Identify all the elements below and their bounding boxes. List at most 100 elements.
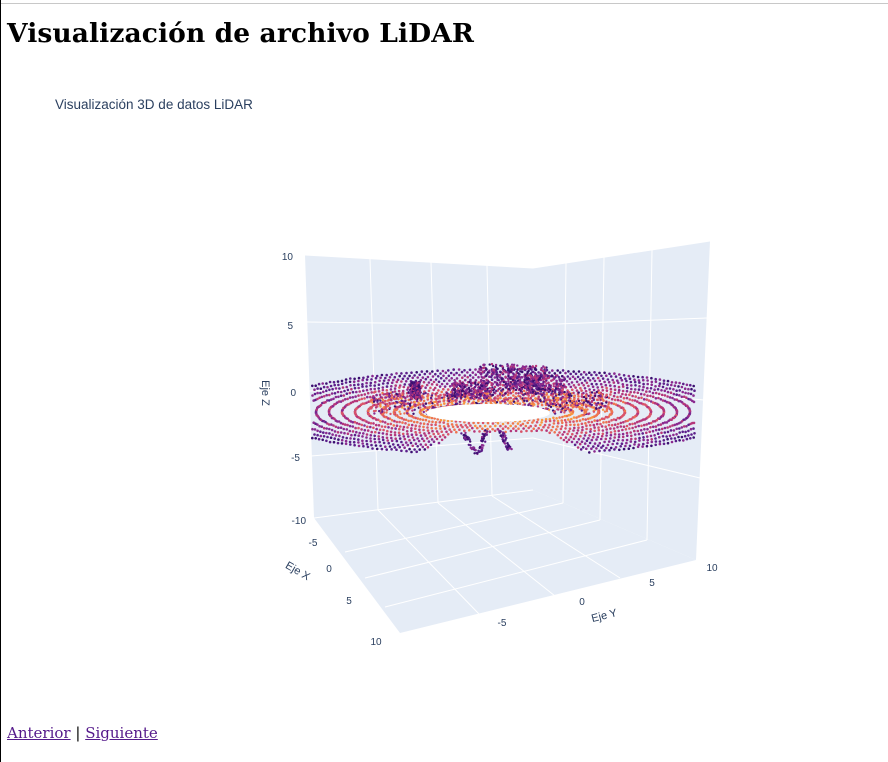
lidar-point xyxy=(411,436,415,439)
lidar-point xyxy=(459,423,463,427)
lidar-point xyxy=(463,369,466,372)
lidar-point xyxy=(357,434,361,438)
lidar-point xyxy=(381,408,384,412)
lidar-point xyxy=(512,372,515,375)
lidar-point xyxy=(357,441,360,444)
lidar-point xyxy=(572,370,575,373)
lidar-point xyxy=(527,377,530,380)
lidar-point xyxy=(448,379,451,382)
lidar-point xyxy=(478,393,481,396)
lidar-point xyxy=(605,407,608,411)
lidar-point xyxy=(499,383,502,386)
lidar-point xyxy=(426,423,430,426)
lidar-point xyxy=(373,434,377,438)
lidar-point xyxy=(581,418,585,421)
lidar-point xyxy=(401,443,405,447)
lidar-point xyxy=(353,437,356,441)
lidar-point xyxy=(499,430,502,433)
lidar-point xyxy=(476,383,480,386)
lidar-point xyxy=(362,444,365,448)
lidar-point xyxy=(353,386,357,390)
lidar-point xyxy=(346,423,349,427)
lidar-point xyxy=(522,389,526,393)
lidar-point xyxy=(592,388,596,392)
lidar-point xyxy=(595,403,598,407)
lidar-point xyxy=(631,426,634,430)
lidar-point xyxy=(580,381,584,385)
lidar-point xyxy=(517,427,520,431)
lidar-point xyxy=(507,397,510,400)
lidar-point xyxy=(388,445,392,448)
lidar-point xyxy=(402,385,406,389)
lidar-point xyxy=(625,383,629,387)
lidar-point xyxy=(593,429,596,433)
lidar-point xyxy=(627,374,631,378)
lidar-point xyxy=(348,440,352,444)
lidar-point xyxy=(366,395,369,399)
lidar-point xyxy=(634,425,637,429)
lidar-point xyxy=(358,398,361,402)
lidar-point xyxy=(533,382,536,385)
lidar-point xyxy=(575,419,579,423)
lidar-point xyxy=(560,375,564,378)
lidar-point xyxy=(476,389,479,392)
lidar-point xyxy=(624,377,627,381)
lidar-point xyxy=(682,382,685,386)
lidar-point xyxy=(609,437,612,440)
lidar-point xyxy=(506,390,509,393)
lidar-point xyxy=(563,390,566,394)
lidar-point xyxy=(603,449,606,452)
y-tick-label: 10 xyxy=(706,563,718,574)
lidar-point xyxy=(557,375,561,379)
lidar-point xyxy=(642,442,645,446)
lidar-point xyxy=(531,421,534,424)
lidar-point xyxy=(532,377,535,381)
lidar-point xyxy=(646,427,649,431)
previous-link[interactable]: Anterior xyxy=(7,724,71,742)
lidar-point xyxy=(385,373,389,377)
lidar-point xyxy=(548,399,552,402)
lidar-point xyxy=(595,373,598,377)
lidar-point xyxy=(387,426,390,429)
lidar-point xyxy=(456,389,459,392)
lidar-point xyxy=(639,392,643,396)
lidar-point xyxy=(471,401,475,405)
lidar-point xyxy=(670,383,673,387)
lidar-point xyxy=(460,383,463,387)
lidar-point xyxy=(555,417,558,420)
lidar-point xyxy=(587,384,590,388)
lidar-point xyxy=(446,394,449,398)
lidar-point xyxy=(326,435,329,439)
lidar-point xyxy=(577,438,581,441)
lidar-point xyxy=(595,382,598,386)
lidar-point xyxy=(365,439,368,443)
lidar-point xyxy=(653,388,656,392)
lidar-point xyxy=(548,419,552,423)
lidar-point xyxy=(432,380,436,384)
lidar-point xyxy=(556,421,560,425)
next-link[interactable]: Siguiente xyxy=(85,724,158,742)
lidar-point xyxy=(506,427,510,430)
lidar-point xyxy=(451,391,454,394)
lidar-point xyxy=(610,419,613,422)
z-axis-label: Eje Z xyxy=(259,380,271,406)
lidar-point xyxy=(668,387,672,390)
lidar-point xyxy=(595,422,599,426)
lidar-point xyxy=(473,430,476,433)
lidar-point xyxy=(500,377,504,381)
lidar-point xyxy=(434,378,438,381)
lidar-point xyxy=(343,423,347,426)
lidar-point xyxy=(567,370,570,373)
lidar-point xyxy=(500,389,503,392)
lidar-point xyxy=(646,382,649,386)
lidar-point xyxy=(570,417,573,421)
lidar-point xyxy=(565,440,569,444)
lidar-point xyxy=(373,380,377,384)
lidar-point xyxy=(645,423,648,426)
lidar-point xyxy=(527,426,530,430)
lidar-point xyxy=(633,422,637,425)
lidar-point xyxy=(516,386,519,390)
lidar-point xyxy=(659,423,663,426)
lidar-point xyxy=(409,398,412,401)
